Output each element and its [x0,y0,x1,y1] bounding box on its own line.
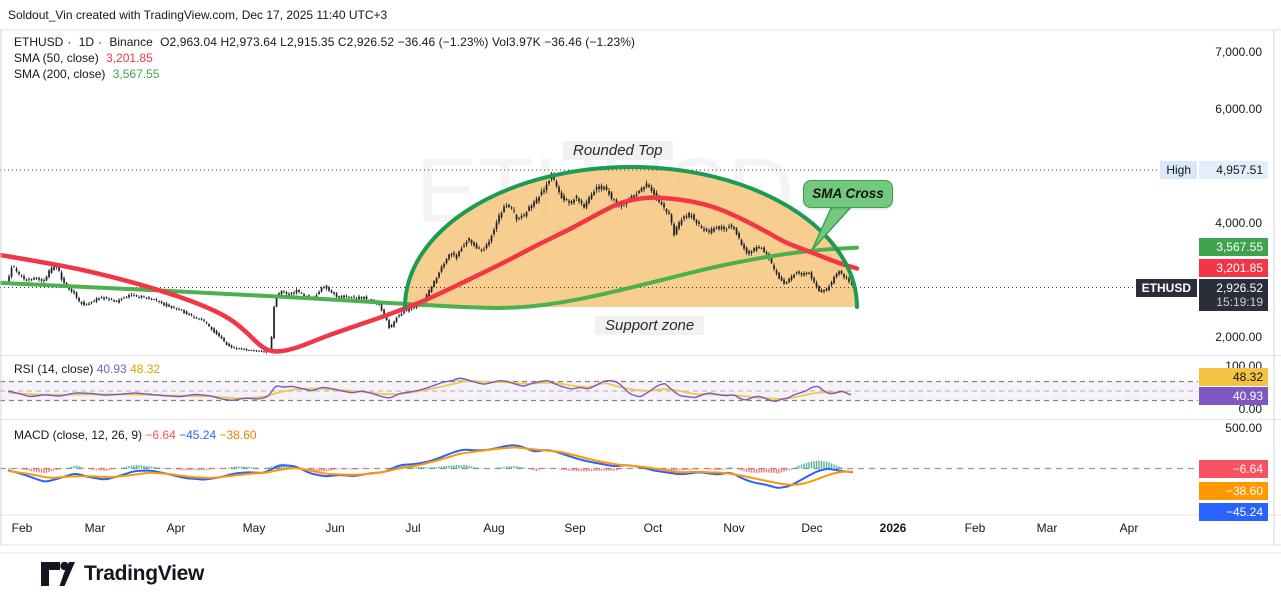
chart-legend: ETHUSD · 1D · Binance O2,963.04 H2,973.64 … [14,35,639,83]
price-tick-4000: 4,000.00 [1215,216,1262,230]
sma200-axis-badge: 3,567.55 [1199,238,1268,256]
rsi-label: RSI (14, close) [14,362,94,376]
macd-signal-axis-badge: −38.60 [1199,482,1268,500]
time-label: Apr [166,521,186,535]
time-label: Feb [11,521,33,535]
countdown-timer: 15:19:19 [1216,295,1263,309]
legend-exchange: Binance [109,35,153,49]
time-label: Mar [84,521,106,535]
time-label: 2026 [879,521,907,535]
rsi-tick-0: 0.00 [1238,402,1262,416]
time-axis[interactable]: Feb Mar Apr May Jun Jul Aug Sep Oct Nov Dec 2026 Feb… [0,521,1198,545]
sma50-legend-row[interactable]: SMA (50, close) 3,201.85 [14,51,639,65]
last-price-axis-badge: 2,926.52 15:19:19 [1199,279,1268,311]
time-label: Jul [405,521,421,535]
macd-line-axis-badge: −45.24 [1199,503,1268,521]
rounded-top-annotation[interactable]: Rounded Top [563,141,673,160]
sma50-axis-badge: 3,201.85 [1199,259,1268,277]
high-marker-value: 4,957.51 [1199,161,1268,179]
symbol-legend-row[interactable]: ETHUSD · 1D · Binance O2,963.04 H2,973.64 … [14,35,636,49]
tradingview-logo-icon [41,561,75,586]
support-zone-annotation[interactable]: Support zone [595,316,705,335]
macd-line-value: −45.24 [179,428,217,442]
price-tick-6000: 6,000.00 [1215,102,1262,116]
symbol-axis-badge: ETHUSD [1135,279,1197,297]
time-label: Jun [325,521,345,535]
rsi-value: 40.93 [96,362,127,376]
rsi-ma-axis-badge: 48.32 [1199,368,1268,386]
tradingview-logo[interactable]: TradingView [40,561,204,587]
macd-hist-value: −6.64 [145,428,176,442]
attribution-text: Soldout_Vin created with TradingView.com… [8,8,388,22]
macd-hist-axis-badge: −6.64 [1199,460,1268,478]
macd-tick-500: 500.00 [1225,421,1262,435]
sma50-value: 3,201.85 [106,51,153,65]
sma200-legend-row[interactable]: SMA (200, close) 3,567.55 [14,67,639,81]
macd-signal-value: −38.60 [219,428,257,442]
legend-symbol: ETHUSD [14,35,64,49]
rsi-legend-row[interactable]: RSI (14, close) 40.93 48.32 [14,362,160,376]
time-label: Nov [723,521,745,535]
high-marker-label[interactable]: High [1160,161,1197,179]
sma50-label: SMA (50, close) [14,51,99,65]
macd-label: MACD (close, 12, 26, 9) [14,428,143,442]
time-label: Mar [1036,521,1058,535]
price-tick-2000: 2,000.00 [1215,330,1262,344]
time-label: Feb [964,521,986,535]
time-label: Oct [643,521,663,535]
sma-cross-callout[interactable]: SMA Cross [803,180,893,208]
price-tick-7000: 7,000.00 [1215,45,1262,59]
time-label: Apr [1119,521,1139,535]
sma200-label: SMA (200, close) [14,67,106,81]
last-price-value: 2,926.52 [1216,281,1263,295]
legend-interval: 1D [78,35,95,49]
time-label: May [242,521,266,535]
rsi-ma-value: 48.32 [130,362,161,376]
sma200-value: 3,567.55 [112,67,160,81]
legend-ohlc-values: O2,963.04 H2,973.64 L2,915.35 C2,926.52 … [160,35,636,49]
macd-legend-row[interactable]: MACD (close, 12, 26, 9) −6.64 −45.24 −38… [14,428,257,442]
time-label: Aug [483,521,505,535]
time-label: Sep [564,521,586,535]
rsi-axis-badge: 40.93 [1199,387,1268,405]
time-label: Dec [801,521,823,535]
tradingview-logo-text: TradingView [84,562,205,585]
